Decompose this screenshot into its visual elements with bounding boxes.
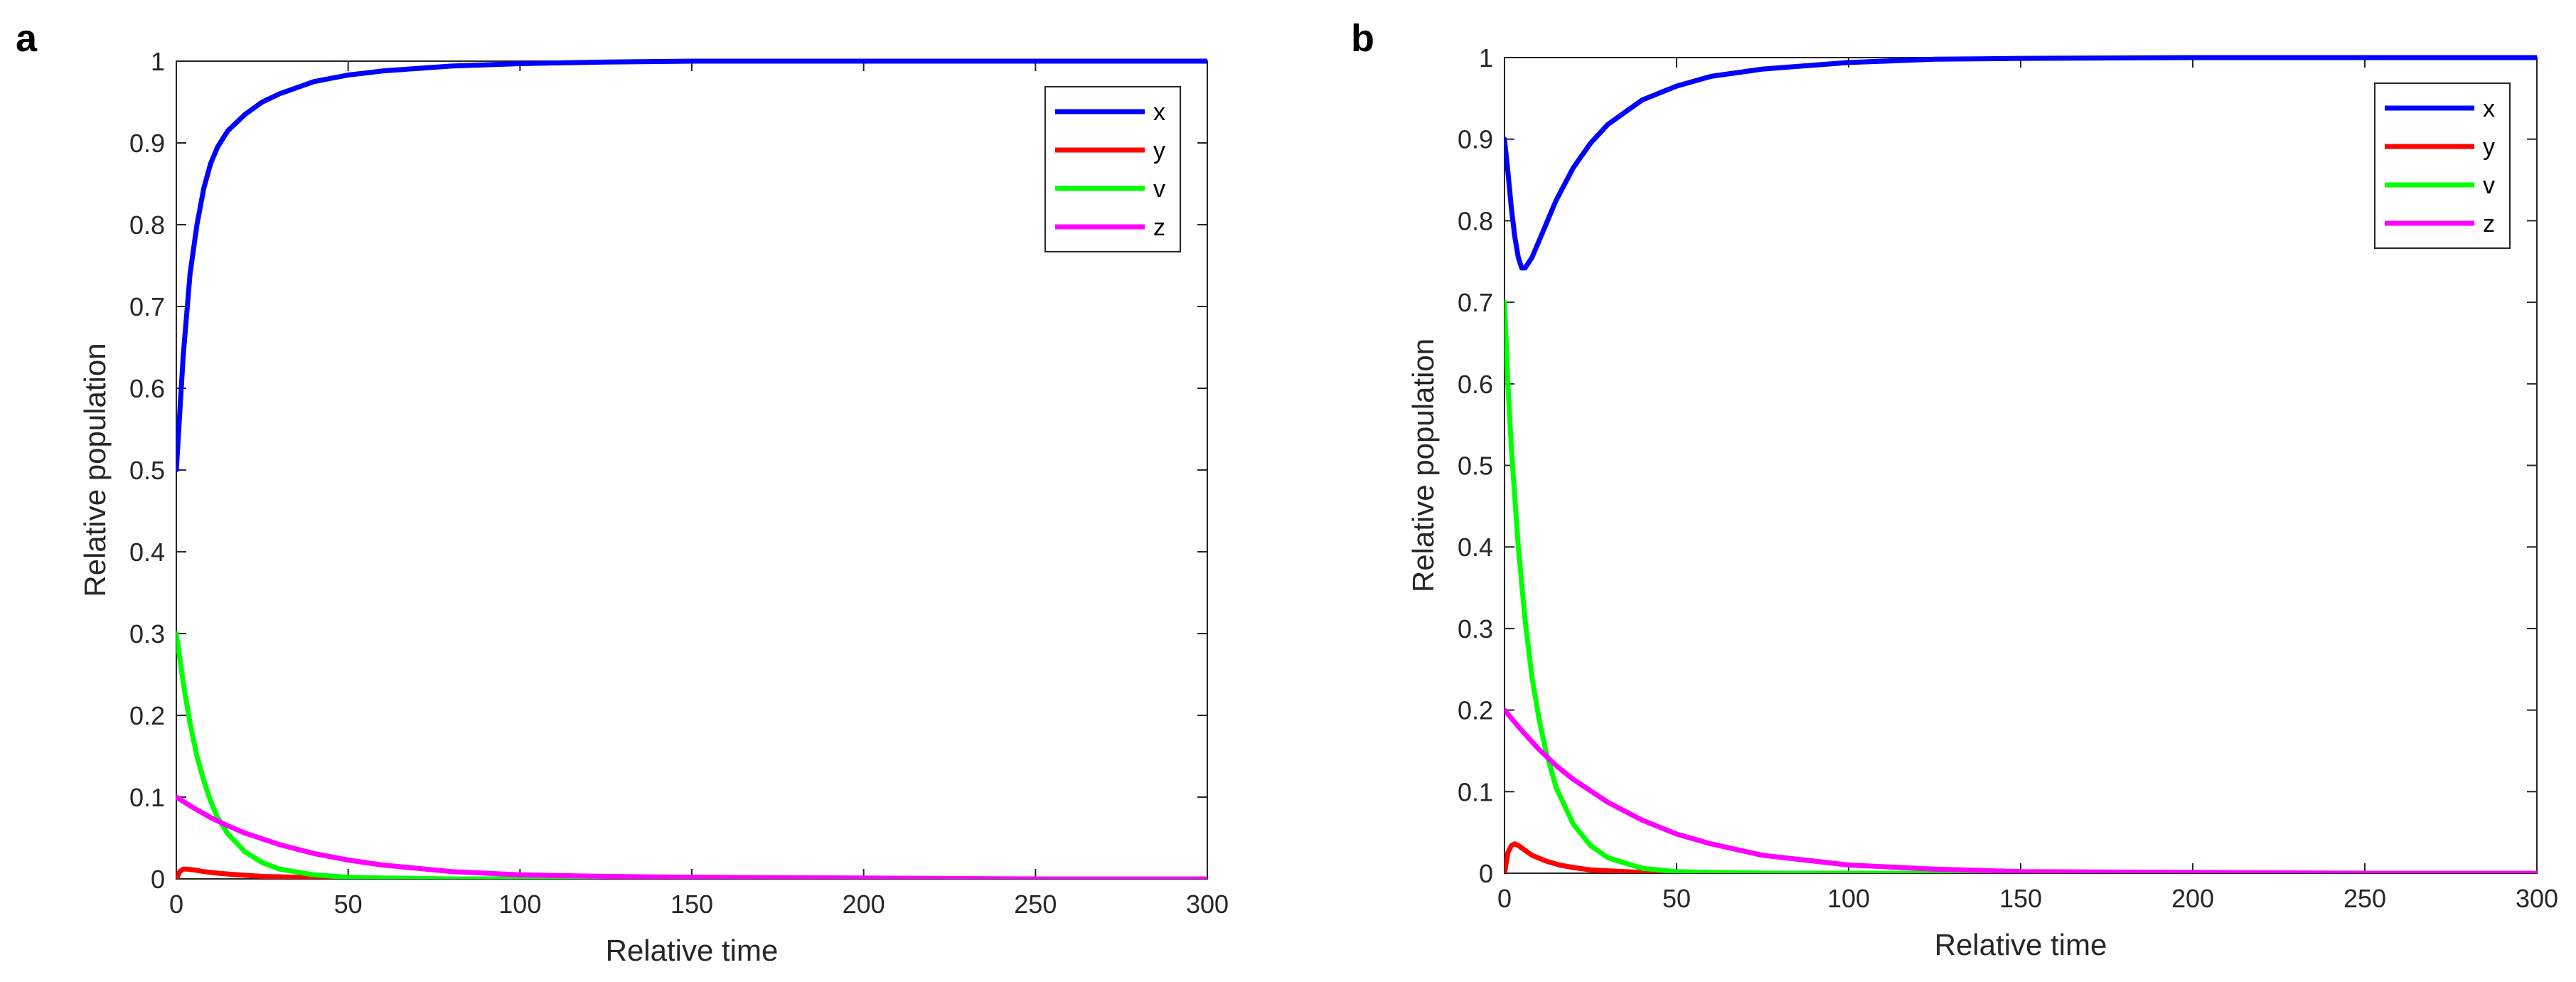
panel-label: a xyxy=(16,17,38,60)
y-tick-label: 0.4 xyxy=(1458,533,1493,562)
y-tick-label: 0.3 xyxy=(129,619,165,649)
legend-box xyxy=(2374,82,2511,249)
x-tick-label: 300 xyxy=(1186,890,1229,919)
x-tick-label: 0 xyxy=(169,890,183,919)
series-line-y xyxy=(176,866,1207,879)
legend-box xyxy=(1044,86,1181,252)
x-tick-label: 50 xyxy=(334,890,363,919)
chart-panel-a: a 0 50 100 150 200 250 300 0 0.1 0.2 0.3 0.4 0.5 0.6 0.… xyxy=(16,17,1229,967)
series-line-x xyxy=(1505,55,2537,271)
x-tick-label: 250 xyxy=(1014,890,1057,919)
legend-label-v: v xyxy=(2483,172,2495,199)
y-axis-label: Relative population xyxy=(1406,338,1440,592)
y-tick-label: 0.2 xyxy=(129,701,165,730)
y-tick-label: 0.6 xyxy=(129,374,165,403)
x-tick-label: 100 xyxy=(498,890,541,919)
y-tick-label: 0.5 xyxy=(1458,452,1493,481)
series-line-z xyxy=(176,794,1207,879)
x-axis-label: Relative time xyxy=(1935,928,2107,961)
y-tick-label: 0.8 xyxy=(1458,206,1493,235)
y-tick-label: 0 xyxy=(151,865,165,894)
series-group xyxy=(1505,55,2537,873)
series-line-v xyxy=(176,631,1207,879)
y-tick-label: 0.1 xyxy=(1458,777,1493,806)
series-line-v xyxy=(1505,299,2537,873)
y-axis-label: Relative population xyxy=(78,343,112,597)
legend-label-y: y xyxy=(2483,134,2495,161)
y-tick-label: 0.7 xyxy=(129,292,165,321)
legend-label-x: x xyxy=(1153,99,1165,126)
y-tick-label: 0.5 xyxy=(129,456,165,485)
x-tick-label: 150 xyxy=(1999,884,2042,913)
y-tick-label: 0.1 xyxy=(129,783,165,812)
x-tick-label: 50 xyxy=(1662,884,1691,913)
chart-panel-b: b 0 50 100 150 200 250 300 0 0.1 0.2 0.3 0.4 0.5 0.6 0.… xyxy=(1351,17,2558,961)
x-tick-label: 300 xyxy=(2516,884,2558,913)
y-tick-label: 0.7 xyxy=(1458,288,1493,317)
y-tick-label: 0.8 xyxy=(129,210,165,240)
legend-label-v: v xyxy=(1153,176,1165,203)
legend-label-y: y xyxy=(1153,137,1165,164)
y-tick-label: 0.4 xyxy=(129,538,165,567)
y-tick-label: 0.3 xyxy=(1458,614,1493,644)
x-tick-label: 0 xyxy=(1497,884,1512,913)
x-tick-label: 150 xyxy=(670,890,713,919)
x-tick-label: 250 xyxy=(2343,884,2386,913)
y-tick-label: 1 xyxy=(151,47,165,76)
y-tick-label: 0.6 xyxy=(1458,370,1493,399)
x-tick-label: 100 xyxy=(1827,884,1870,913)
series-line-x xyxy=(176,58,1207,473)
y-tick-label: 0.2 xyxy=(1458,696,1493,725)
x-axis-label: Relative time xyxy=(606,934,779,967)
series-line-z xyxy=(1505,708,2537,873)
legend-label-z: z xyxy=(1153,214,1165,241)
panel-label: b xyxy=(1351,17,1374,60)
legend-label-x: x xyxy=(2483,95,2495,122)
y-tick-label: 0 xyxy=(1479,859,1493,888)
x-tick-label: 200 xyxy=(843,890,885,919)
y-tick-label: 1 xyxy=(1479,43,1493,73)
legend-label-z: z xyxy=(2483,210,2495,238)
x-tick-label: 200 xyxy=(2171,884,2214,913)
y-tick-label: 0.9 xyxy=(129,129,165,158)
y-tick-label: 0.9 xyxy=(1458,125,1493,154)
series-group xyxy=(176,58,1207,879)
series-line-y xyxy=(1505,841,2537,873)
